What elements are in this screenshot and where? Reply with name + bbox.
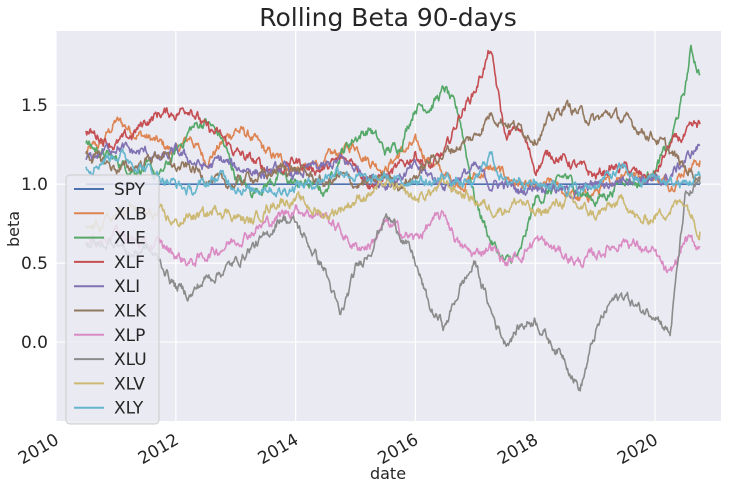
series-lines [85,44,701,392]
x-tick-label: 2010 [15,430,62,469]
legend-label: XLB [114,204,147,224]
series-line-xle [85,44,701,264]
series-line-xlv [85,176,701,241]
series-line-xly [85,148,701,198]
y-tick-labels: 0.0 0.5 1.0 1.5 [21,96,48,353]
y-tick-label: 1.0 [21,175,48,195]
x-tick-labels: 2010 2012 2014 2016 2018 2020 [15,430,662,469]
x-axis-label: date [370,464,406,483]
y-tick-label: 0.0 [21,333,48,353]
x-tick-label: 2014 [255,430,302,469]
series-line-xlu [85,178,701,392]
x-tick-label: 2012 [135,430,182,469]
x-tick-label: 2018 [494,430,541,469]
x-tick-label: 2020 [614,430,661,469]
legend: SPY XLB XLE XLF XLI XLK XLP XLU XLV XLY [65,174,160,425]
series-line-xlf [85,49,701,190]
legend-label: XLE [114,229,146,249]
legend-label: XLU [114,350,147,370]
legend-label: XLK [114,302,147,322]
legend-label: SPY [114,180,146,200]
chart-title: Rolling Beta 90-days [259,3,516,32]
legend-label: XLP [114,326,145,346]
legend-label: XLY [114,399,144,419]
series-line-xlp [85,204,701,274]
y-axis-label: beta [4,211,23,247]
y-tick-label: 1.5 [21,96,48,116]
series-line-xlb [85,116,701,203]
legend-label: XLI [114,277,140,297]
y-tick-label: 0.5 [21,254,48,274]
legend-label: XLF [114,253,145,273]
legend-label: XLV [114,374,145,394]
